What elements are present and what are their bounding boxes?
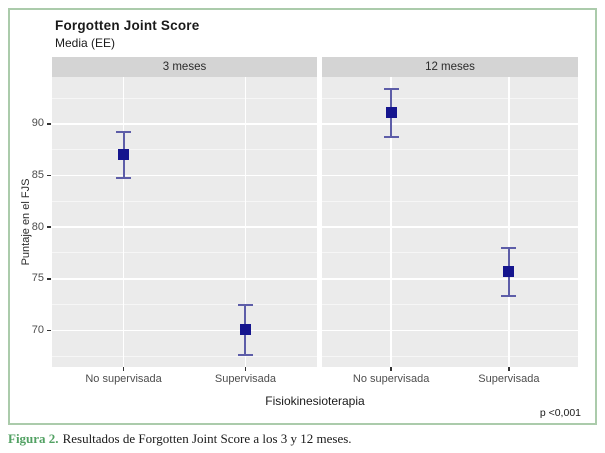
gridline-vertical (390, 77, 392, 367)
point-marker-12-meses-supervisada (503, 266, 515, 278)
caption-text: Resultados de Forgotten Joint Score a lo… (62, 431, 352, 446)
x-tick-mark (244, 367, 247, 371)
errorbar-cap-top-3-meses-supervisada (237, 303, 253, 306)
errorbar-cap-bottom-12-meses-no-supervisada (383, 136, 399, 139)
gridline-minor (322, 252, 578, 254)
figure-2-chart: Forgotten Joint Score Media (EE) Puntaje… (8, 8, 597, 425)
gridline-major (52, 226, 317, 228)
y-tick-label: 90 (31, 117, 44, 130)
chart-subtitle: Media (EE) (55, 36, 116, 50)
errorbar-cap-bottom-3-meses-supervisada (237, 354, 253, 357)
y-tick-label: 70 (31, 323, 44, 336)
gridline-minor (52, 252, 317, 254)
gridline-major (322, 174, 578, 177)
point-marker-3-meses-no-supervisada (118, 149, 130, 161)
point-marker-3-meses-supervisada (239, 323, 251, 335)
point-marker-12-meses-no-supervisada (385, 107, 397, 119)
gridline-vertical (508, 77, 510, 367)
gridline-major (322, 123, 578, 125)
y-tick-mark (47, 174, 51, 177)
y-tick-mark (47, 329, 51, 332)
facet-strip-12-meses: 12 meses (322, 57, 578, 77)
y-tick-label: 85 (31, 169, 44, 182)
gridline-minor (322, 149, 578, 151)
x-tick-mark (122, 367, 125, 371)
gridline-major (52, 174, 317, 177)
errorbar-cap-bottom-12-meses-supervisada (501, 295, 517, 298)
x-tick-label-no-supervisada: No supervisada (352, 373, 430, 385)
gridline-major (52, 123, 317, 125)
caption-label: Figura 2. (8, 431, 59, 446)
gridline-vertical (122, 77, 125, 367)
gridline-major (322, 278, 578, 280)
y-tick-label: 80 (31, 220, 44, 233)
y-tick-mark (47, 123, 51, 125)
gridline-major (52, 329, 317, 332)
p-value-annotation: p <0,001 (539, 407, 581, 419)
gridline-vertical (244, 77, 247, 367)
gridline-minor (52, 355, 317, 357)
x-tick-mark (390, 367, 392, 371)
errorbar-cap-top-12-meses-supervisada (501, 246, 517, 249)
gridline-minor (322, 355, 578, 357)
gridline-minor (322, 97, 578, 99)
gridline-minor (52, 97, 317, 99)
facet-strip-3-meses: 3 meses (52, 57, 317, 77)
gridline-minor (322, 200, 578, 202)
facet-panel-12-meses (322, 77, 578, 367)
x-tick-mark (508, 367, 510, 371)
x-tick-label-supervisada: Supervisada (214, 373, 277, 385)
y-tick-mark (47, 278, 51, 280)
errorbar-cap-top-3-meses-no-supervisada (116, 131, 132, 134)
gridline-major (322, 226, 578, 228)
gridline-minor (52, 200, 317, 202)
chart-title: Forgotten Joint Score (55, 18, 200, 33)
gridline-major (322, 329, 578, 332)
gridline-minor (52, 149, 317, 151)
x-tick-label-no-supervisada: No supervisada (85, 373, 162, 385)
x-axis-title: Fisiokinesioterapia (265, 394, 365, 408)
facet-panel-3-meses (52, 77, 317, 367)
gridline-major (52, 278, 317, 280)
y-tick-mark (47, 226, 51, 228)
errorbar-cap-top-12-meses-no-supervisada (383, 87, 399, 90)
gridline-minor (52, 304, 317, 306)
errorbar-cap-bottom-3-meses-no-supervisada (116, 176, 132, 179)
x-tick-label-supervisada: Supervisada (478, 373, 540, 385)
gridline-minor (322, 304, 578, 306)
y-tick-label: 75 (31, 272, 44, 285)
figure-caption: Figura 2. Resultados de Forgotten Joint S… (8, 431, 352, 447)
